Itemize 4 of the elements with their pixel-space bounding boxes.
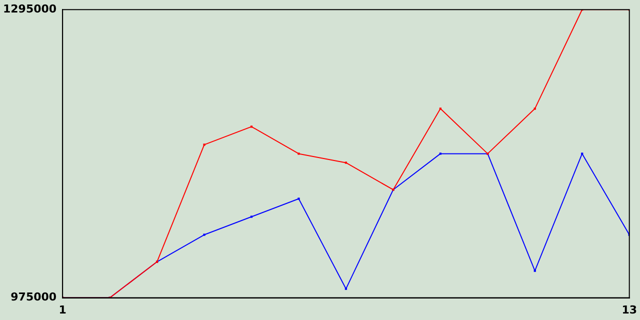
y-tick-label: 975000 [10,290,57,304]
x-tick-label: 1 [58,303,66,316]
x-tick-label: 13 [622,303,637,316]
y-tick-label: 1295000 [3,2,57,16]
